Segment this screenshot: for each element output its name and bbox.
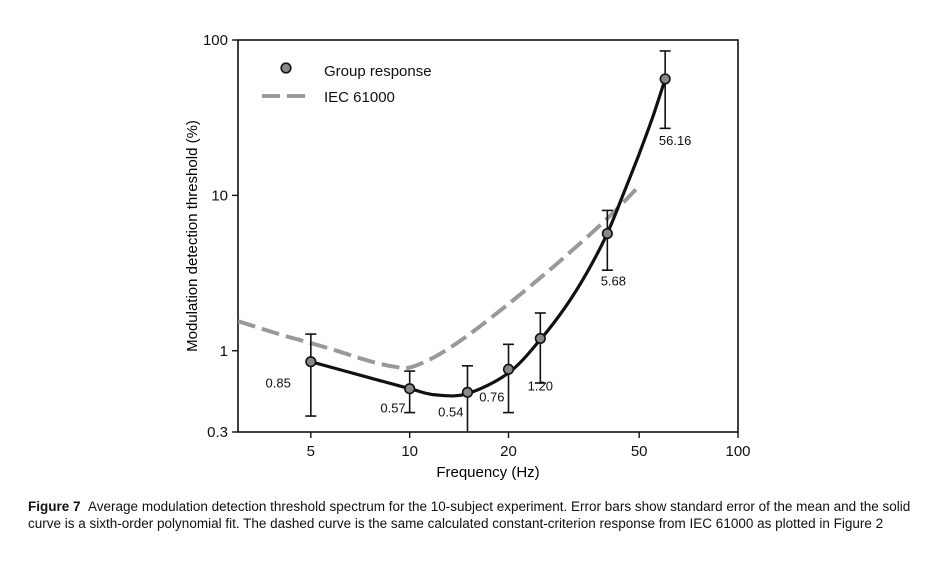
polynomial-fit-curve — [310, 78, 667, 398]
plot-frame — [237, 39, 739, 433]
y-tick-label: 100 — [203, 32, 228, 49]
legend-label-group-response: Group response — [324, 63, 432, 80]
data-point — [534, 332, 546, 345]
data-point — [659, 73, 671, 85]
x-tick-label: 5 — [307, 443, 315, 460]
data-point — [461, 386, 474, 398]
legend: Group response IEC 61000 — [262, 62, 432, 106]
y-tick-label: 1 — [220, 343, 228, 360]
data-point — [502, 363, 515, 375]
legend-label-iec: IEC 61000 — [324, 89, 395, 106]
y-tick-label: 10 — [211, 187, 228, 204]
data-point — [305, 356, 317, 368]
figure-caption: Figure 7 Average modulation detection th… — [28, 498, 913, 532]
caption-lead: Figure 7 — [28, 499, 81, 514]
y-axis-label: Modulation detection threshold (%) — [184, 120, 201, 352]
data-label: 0.85 — [266, 376, 291, 391]
data-label: 5.68 — [601, 274, 626, 289]
x-axis-label: Frequency (Hz) — [436, 464, 539, 480]
caption-text: Average modulation detection threshold s… — [28, 499, 911, 531]
data-point — [404, 383, 416, 395]
legend-marker-group-response — [280, 62, 292, 74]
x-tick-label: 10 — [401, 443, 418, 460]
chart: 5 10 20 50 100 0.3 1 10 100 0.85 0.57 0.54 0.76 1.20 5… — [184, 32, 751, 480]
data-label: 0.57 — [380, 401, 405, 416]
x-tick-label: 20 — [500, 443, 517, 460]
x-tick-label: 50 — [631, 443, 648, 460]
plot-area: 5 10 20 50 100 0.3 1 10 100 0.85 0.57 0.54 0.76 1.20 5… — [203, 32, 751, 460]
data-label: 0.54 — [438, 404, 463, 419]
y-tick-label: 0.3 — [207, 424, 228, 441]
data-label: 56.16 — [659, 133, 692, 148]
data-label: 1.20 — [528, 378, 553, 393]
data-label: 0.76 — [479, 389, 504, 404]
iec-61000-curve — [238, 184, 641, 371]
data-point — [601, 227, 613, 240]
x-tick-label: 100 — [725, 443, 750, 460]
